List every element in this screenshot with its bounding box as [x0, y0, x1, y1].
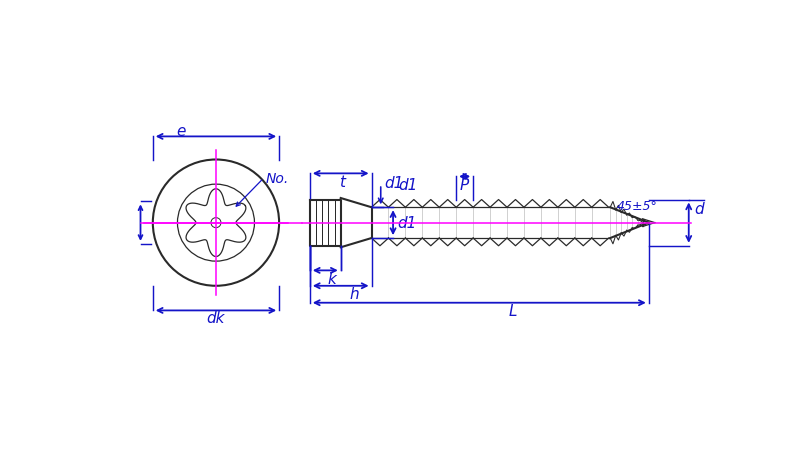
Text: h: h	[350, 286, 359, 301]
Text: 45±5°: 45±5°	[616, 200, 657, 213]
Text: t: t	[339, 174, 345, 189]
Text: k: k	[328, 271, 337, 286]
Text: P: P	[460, 177, 470, 192]
Text: L: L	[509, 303, 518, 318]
Text: No.: No.	[266, 171, 290, 185]
Text: dk: dk	[206, 310, 226, 325]
Text: e: e	[177, 124, 186, 138]
Text: d1: d1	[398, 177, 418, 192]
Text: d: d	[694, 202, 704, 217]
Text: d1: d1	[385, 176, 404, 191]
Text: d1: d1	[398, 216, 417, 230]
